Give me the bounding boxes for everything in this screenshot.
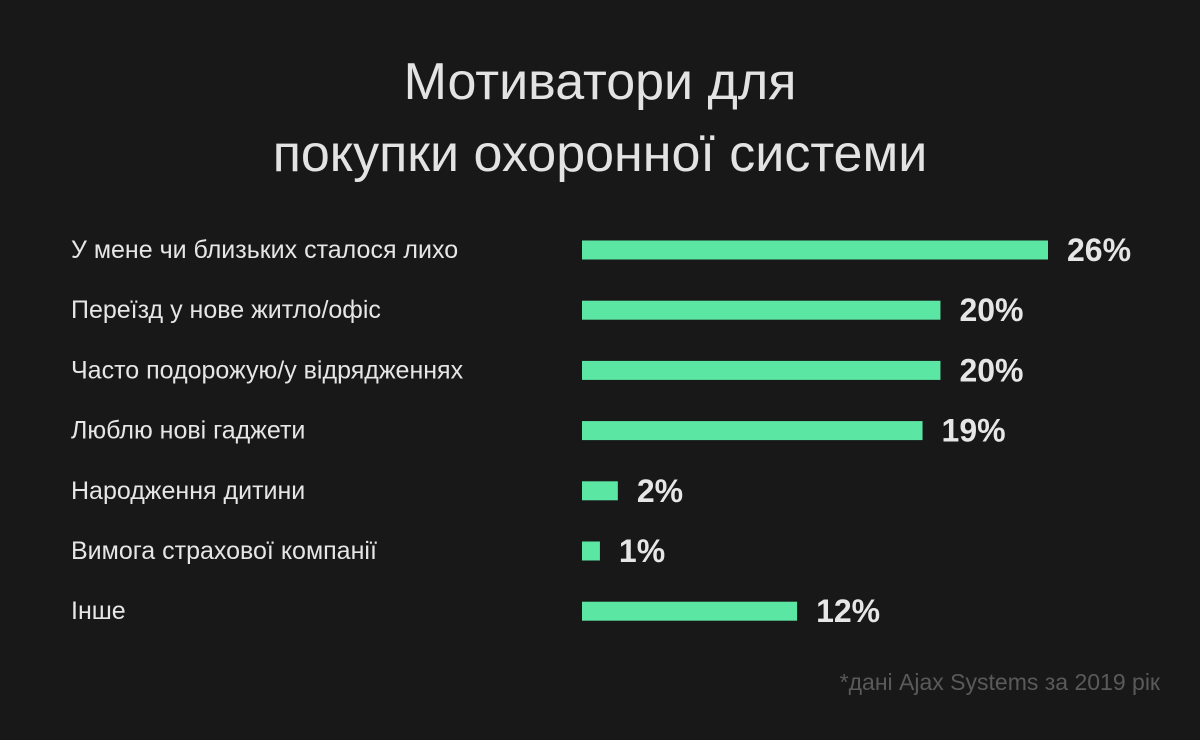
value-label: 1% bbox=[619, 533, 665, 569]
bar bbox=[582, 240, 1048, 260]
bar bbox=[582, 541, 600, 561]
category-label: Люблю нові гаджети bbox=[71, 417, 305, 445]
value-label: 12% bbox=[816, 593, 880, 629]
value-label: 20% bbox=[959, 292, 1023, 328]
source-note: *дані Ajax Systems за 2019 рік bbox=[839, 669, 1160, 695]
value-label: 20% bbox=[959, 352, 1023, 388]
chart-title-line-2: покупки охоронної системи bbox=[272, 125, 928, 183]
category-label: Вимога страхової компанії bbox=[71, 537, 377, 565]
bar bbox=[582, 421, 923, 441]
category-label: Переїзд у нове житло/офіс bbox=[71, 296, 381, 324]
category-label: Інше bbox=[71, 597, 126, 625]
bar bbox=[582, 300, 941, 320]
category-label: Народження дитини bbox=[71, 477, 305, 505]
bar bbox=[582, 601, 798, 621]
chart-title-line-1: Мотиватори для bbox=[403, 53, 797, 111]
value-label: 26% bbox=[1067, 232, 1131, 268]
bar bbox=[582, 360, 941, 380]
value-label: 19% bbox=[942, 413, 1006, 449]
bar bbox=[582, 481, 618, 501]
category-label: Часто подорожую/у відрядженнях bbox=[71, 356, 464, 384]
category-label: У мене чи близьких сталося лихо bbox=[71, 236, 458, 264]
value-label: 2% bbox=[637, 473, 683, 509]
